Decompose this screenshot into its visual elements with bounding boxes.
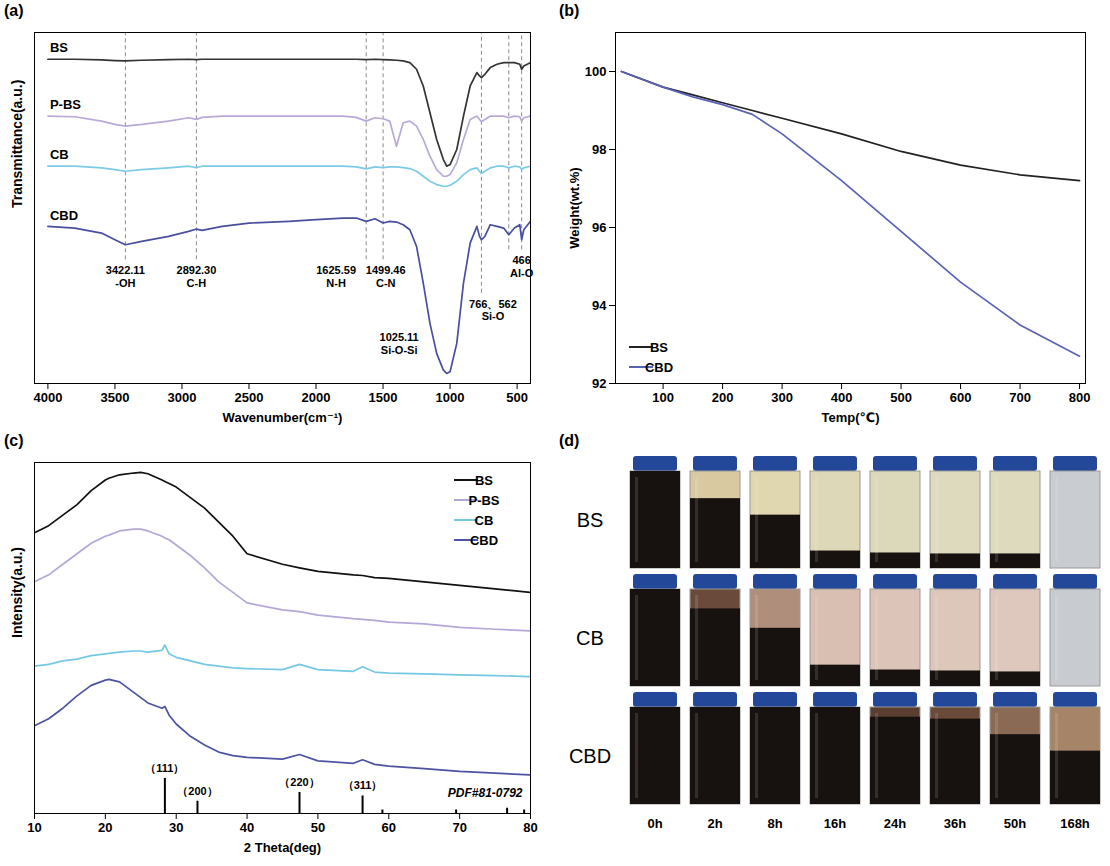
html-text:(a): (a) [4, 2, 24, 19]
svg-text:（311）: （311） [343, 779, 383, 792]
svg-text:24h: 24h [884, 816, 906, 831]
svg-text:700: 700 [1009, 390, 1031, 405]
svg-text:500: 500 [890, 390, 912, 405]
svg-text:1500: 1500 [369, 390, 398, 405]
svg-text:98: 98 [592, 142, 606, 157]
svg-text:CB: CB [50, 147, 69, 162]
svg-text:92: 92 [592, 376, 606, 391]
svg-text:36h: 36h [944, 816, 966, 831]
svg-text:2 Theta(deg): 2 Theta(deg) [244, 840, 321, 855]
svg-text:2892.30C-H: 2892.30C-H [177, 264, 217, 289]
svg-text:50h: 50h [1004, 816, 1026, 831]
svg-text:（220）: （220） [279, 776, 319, 789]
svg-text:1499.46C-N: 1499.46C-N [366, 264, 406, 289]
svg-text:400: 400 [831, 390, 853, 405]
svg-text:CBD: CBD [645, 360, 673, 375]
svg-text:168h: 168h [1060, 816, 1090, 831]
svg-text:BS: BS [650, 340, 668, 355]
svg-text:70: 70 [452, 820, 466, 835]
svg-text:500: 500 [506, 390, 528, 405]
svg-text:0h: 0h [647, 816, 662, 831]
svg-text:1625.59N-H: 1625.59N-H [316, 264, 356, 289]
svg-text:P-BS: P-BS [468, 493, 499, 508]
svg-text:94: 94 [592, 298, 607, 313]
svg-text:200: 200 [712, 390, 734, 405]
svg-text:（200）: （200） [177, 785, 217, 798]
svg-text:8h: 8h [767, 816, 782, 831]
svg-text:80: 80 [523, 820, 537, 835]
svg-text:2000: 2000 [302, 390, 331, 405]
html-text:466: 466 [512, 254, 531, 267]
svg-text:CB: CB [576, 627, 604, 649]
html-text:Al-O: Al-O [510, 266, 534, 279]
svg-text:CBD: CBD [50, 208, 78, 223]
svg-text:Wavenumber(cm⁻¹): Wavenumber(cm⁻¹) [223, 410, 343, 425]
svg-text:16h: 16h [824, 816, 846, 831]
svg-text:100: 100 [585, 64, 607, 79]
svg-text:20: 20 [98, 820, 112, 835]
svg-text:800: 800 [1069, 390, 1091, 405]
svg-text:2h: 2h [707, 816, 722, 831]
svg-text:50: 50 [311, 820, 325, 835]
svg-text:4000: 4000 [33, 390, 62, 405]
svg-text:Temp(℃): Temp(℃) [821, 410, 879, 425]
svg-text:Weight(wt.%): Weight(wt.%) [567, 167, 582, 248]
svg-text:600: 600 [950, 390, 972, 405]
svg-text:3422.11-OH: 3422.11-OH [106, 264, 145, 289]
html-text:(c): (c) [4, 432, 24, 449]
svg-text:3000: 3000 [167, 390, 196, 405]
svg-text:1025.11Si-O-Si: 1025.11Si-O-Si [380, 331, 419, 356]
svg-text:60: 60 [382, 820, 396, 835]
svg-text:300: 300 [771, 390, 793, 405]
svg-text:766、562Si-O: 766、562Si-O [469, 298, 517, 323]
svg-text:BS: BS [577, 509, 604, 531]
svg-text:40: 40 [240, 820, 254, 835]
svg-text:1000: 1000 [436, 390, 465, 405]
svg-text:10: 10 [27, 820, 41, 835]
svg-text:P-BS: P-BS [50, 97, 81, 112]
svg-text:（111）: （111） [145, 762, 184, 775]
svg-text:Transmittance(a.u.): Transmittance(a.u.) [9, 80, 25, 208]
svg-text:2500: 2500 [235, 390, 264, 405]
svg-text:96: 96 [592, 220, 606, 235]
svg-text:CBD: CBD [470, 533, 498, 548]
svg-text:CB: CB [475, 513, 494, 528]
svg-text:CBD: CBD [569, 745, 611, 767]
svg-text:3500: 3500 [100, 390, 129, 405]
html-text:(d): (d) [559, 432, 580, 449]
svg-text:Intensity(a.u.): Intensity(a.u.) [9, 547, 25, 638]
svg-text:BS: BS [50, 40, 68, 55]
svg-text:100: 100 [652, 390, 674, 405]
svg-text:30: 30 [169, 820, 183, 835]
html-text:(b): (b) [559, 2, 580, 19]
svg-text:BS: BS [475, 473, 493, 488]
svg-text:PDF#81-0792: PDF#81-0792 [448, 786, 523, 800]
